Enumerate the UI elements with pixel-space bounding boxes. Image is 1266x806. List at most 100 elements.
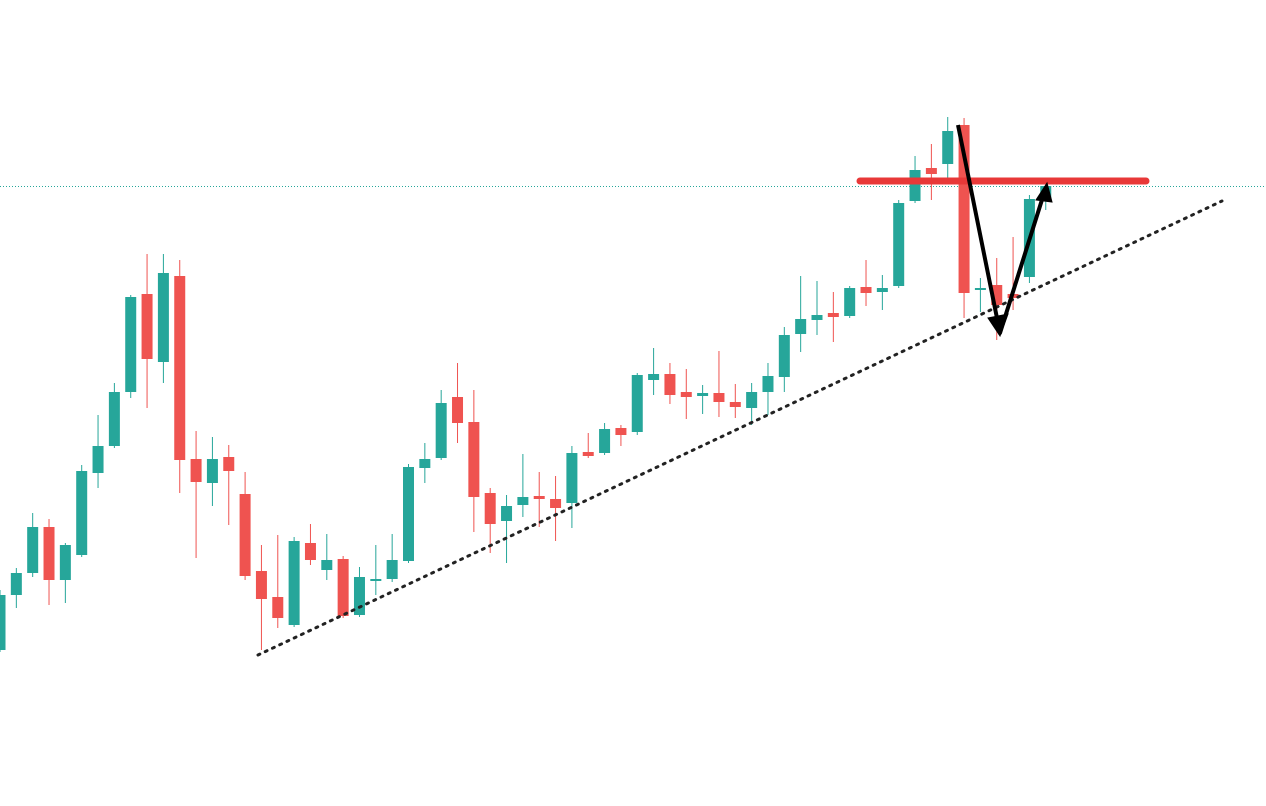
candle-body — [599, 429, 611, 453]
candle-body — [664, 374, 676, 395]
candle-body — [778, 335, 790, 377]
candle — [860, 260, 872, 306]
candle-body — [10, 573, 22, 595]
candle-body — [141, 294, 153, 359]
candle — [59, 543, 71, 603]
candle — [76, 465, 88, 557]
arrow-head — [987, 313, 1009, 338]
candle-body — [729, 402, 741, 407]
candle-body — [697, 393, 709, 396]
candle — [0, 590, 6, 652]
candle-body — [223, 457, 235, 471]
candle — [762, 363, 774, 415]
candle-body — [762, 376, 774, 392]
candle — [484, 488, 496, 553]
candles — [0, 117, 1052, 652]
candle — [942, 117, 954, 180]
candle — [386, 534, 398, 582]
candle — [582, 433, 594, 458]
candle — [419, 443, 431, 483]
candle-body — [92, 446, 104, 473]
candle — [746, 383, 758, 425]
candle — [648, 348, 660, 395]
candle-body — [631, 375, 643, 432]
candle-body — [566, 453, 578, 503]
candle-body — [403, 467, 414, 561]
candle-body — [419, 459, 431, 468]
candle — [615, 425, 627, 446]
candle — [876, 275, 888, 310]
candle-body — [272, 597, 284, 618]
candle — [501, 495, 513, 563]
candle-body — [974, 288, 986, 290]
candle-body — [550, 499, 562, 508]
candle — [403, 464, 414, 563]
candle-body — [876, 288, 888, 292]
candle — [844, 286, 856, 318]
candle-body — [501, 506, 513, 521]
candle-body — [370, 579, 382, 581]
candle — [697, 385, 709, 414]
candle-body — [860, 287, 872, 293]
candle-body — [942, 131, 954, 164]
candle-body — [795, 319, 807, 334]
candle-body — [484, 493, 496, 524]
candle-body — [174, 276, 186, 460]
candle — [370, 545, 382, 595]
candle — [599, 423, 611, 455]
candle — [974, 278, 986, 312]
candle — [337, 556, 349, 618]
candle-body — [452, 397, 464, 423]
candle — [680, 369, 692, 419]
candle — [713, 351, 725, 417]
candle-body — [255, 571, 267, 599]
candle-body — [615, 428, 627, 435]
candle — [27, 513, 39, 577]
candle-body — [958, 125, 970, 293]
candle-body — [680, 392, 692, 397]
arrow-head — [1035, 181, 1053, 203]
candle-body — [206, 459, 218, 483]
candle — [43, 519, 55, 605]
candle-body — [811, 315, 823, 320]
candle — [827, 292, 839, 342]
candle-body — [517, 497, 529, 505]
candle — [190, 431, 202, 558]
candle — [468, 390, 480, 532]
candle — [778, 327, 790, 392]
candle — [925, 144, 937, 200]
candle — [729, 384, 741, 418]
candle-body — [76, 471, 88, 555]
candle — [517, 454, 529, 517]
candle — [304, 524, 316, 565]
trend-line — [256, 199, 1224, 657]
candle — [157, 254, 169, 383]
candle-body — [713, 393, 725, 402]
candle-body — [125, 297, 137, 392]
candle-body — [827, 313, 839, 317]
candle-body — [909, 170, 921, 201]
candle — [452, 363, 464, 443]
candle — [321, 534, 333, 580]
candle — [223, 445, 235, 525]
candle — [566, 446, 578, 528]
candle — [108, 383, 120, 448]
candle — [533, 472, 545, 527]
candle — [10, 568, 22, 608]
candle-body — [288, 541, 300, 625]
candle — [353, 567, 365, 617]
candle-body — [435, 403, 447, 458]
candle — [255, 545, 267, 650]
candle-body — [991, 285, 1003, 305]
candle-body — [337, 559, 349, 616]
candle-body — [353, 577, 365, 615]
candle-body — [925, 168, 937, 174]
candle — [239, 472, 251, 580]
candle — [125, 295, 137, 398]
candle-body — [746, 392, 758, 408]
candle — [811, 281, 823, 335]
candle — [272, 535, 284, 628]
candle-body — [157, 273, 169, 362]
